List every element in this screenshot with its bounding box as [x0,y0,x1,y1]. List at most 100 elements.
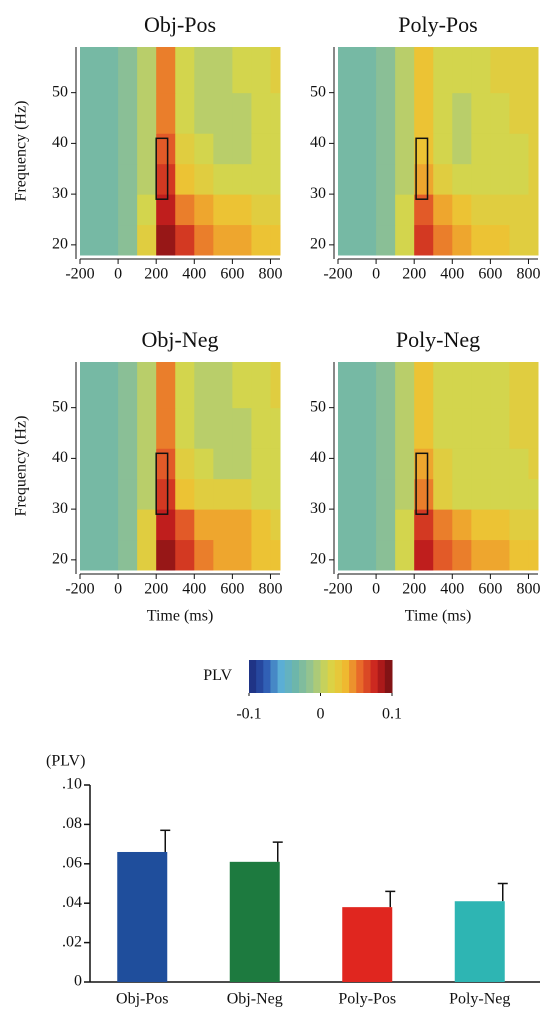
x-tick-label: 800 [516,266,540,283]
heatmap-cell [395,92,415,134]
heatmap-cell [528,539,539,571]
heatmap-cell [452,448,472,480]
heatmap-cell [99,194,119,226]
heatmap-cell [509,509,529,541]
x-tick-label: Obj-Pos [116,991,168,1008]
heatmap-cell [471,224,491,256]
x-tick-label: 800 [258,581,282,598]
heatmap-cell [137,539,157,571]
heatmap-cell [232,194,252,226]
colorbar-tick-label: -0.1 [236,706,261,723]
heatmap-cell [509,163,529,195]
heatmap-cell [137,194,157,226]
heatmap-cell [376,92,396,134]
colorbar-tick-label: 0 [317,706,325,723]
heatmap-cell [99,478,119,510]
y-tick-label: .08 [62,815,82,832]
heatmap-cell [490,194,510,226]
heatmap-cell [509,448,529,480]
heatmap-cell [357,362,377,409]
heatmap-cell [433,362,453,409]
heatmap-cell [357,478,377,510]
heatmap-cell [357,448,377,480]
heatmap-cell [509,478,529,510]
heatmap-cell [118,194,138,226]
heatmap-cell [251,92,271,134]
heatmap-cell [433,47,453,94]
heatmap-cell [338,224,358,256]
heatmap-cell [414,448,434,480]
heatmap-cell [395,448,415,480]
heatmap-cell [395,133,415,165]
heatmap-cell [395,407,415,449]
y-tick-label: 50 [310,398,326,415]
heatmap-cell [528,448,539,480]
heatmap-cell [118,478,138,510]
heatmap-cell [452,163,472,195]
heatmap-cell [232,224,252,256]
heatmap-cell [251,362,271,409]
heatmap-cell [357,92,377,134]
heatmap-cell [509,539,529,571]
heatmap-cell [156,92,176,134]
heatmap-cell [376,539,396,571]
x-tick-label: 600 [478,581,502,598]
y-tick-label: 50 [52,83,68,100]
heatmap-cell [471,448,491,480]
heatmap-cell [338,194,358,226]
y-tick-label: 40 [310,134,326,151]
heatmap-cell [118,47,138,94]
x-tick-label: Poly-Pos [338,991,396,1008]
heatmap-cell [118,362,138,409]
x-tick-label: -200 [65,266,94,283]
heatmap-cell [137,478,157,510]
heatmap-cell [490,448,510,480]
x-tick-label: 0 [114,581,122,598]
heatmap-cell [213,224,233,256]
bar [454,901,505,982]
heatmap-cell [251,407,271,449]
heatmap-cell [471,539,491,571]
heatmap-cell [395,47,415,94]
heatmap-cell [270,92,281,134]
colorbar-block [277,660,286,693]
x-axis-label: Time (ms) [405,608,472,625]
heatmap-cell [80,448,100,480]
heatmap-cell [99,47,119,94]
heatmap-cell [270,163,281,195]
heatmap-cell [156,407,176,449]
colorbar-block [291,660,300,693]
heatmap-cell [452,362,472,409]
heatmap-cell [471,509,491,541]
heatmap-cell [194,509,214,541]
heatmap-cell [232,448,252,480]
x-tick-label: 400 [440,581,464,598]
heatmap-cell [490,47,510,94]
heatmap-cell [251,163,271,195]
heatmap-cell [99,92,119,134]
heatmap-cell [490,224,510,256]
heatmap-cell [213,133,233,165]
heatmap-cell [338,539,358,571]
colorbar-block [249,660,257,693]
heatmap-cell [414,509,434,541]
heatmap-cell [433,539,453,571]
colorbar-block [370,660,379,693]
x-tick-label: 600 [478,266,502,283]
y-tick-label: .06 [62,854,82,871]
y-tick-label: 20 [52,236,68,253]
heatmap-cell [232,133,252,165]
heatmap-cell [232,362,252,409]
heatmap-cell [118,163,138,195]
heatmap-cell [490,539,510,571]
heatmap-cell [194,407,214,449]
heatmap-cell [452,539,472,571]
heatmap-cell [80,194,100,226]
heatmap-cell [376,478,396,510]
heatmap-cell [414,478,434,510]
heatmap-cell [156,509,176,541]
x-tick-label: Poly-Neg [449,991,510,1008]
y-axis-label: Frequency (Hz) [13,101,30,202]
heatmap-cell [452,47,472,94]
